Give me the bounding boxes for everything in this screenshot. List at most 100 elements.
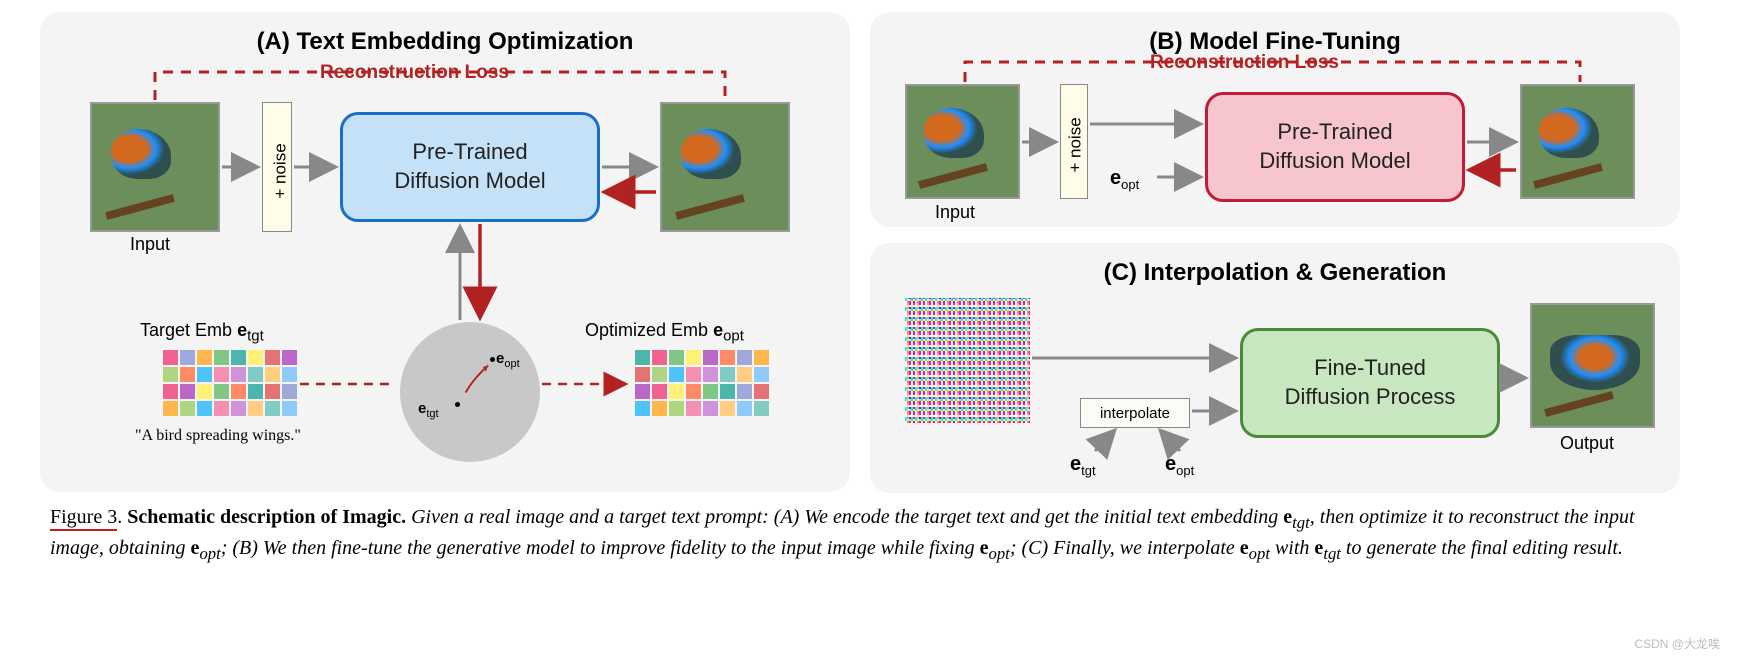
panel-a: (A) Text Embedding Optimization Reconstr… (40, 12, 850, 492)
pretrained-model-b-text: Pre-TrainedDiffusion Model (1259, 118, 1410, 175)
right-column: (B) Model Fine-Tuning Reconstruction Los… (870, 12, 1680, 493)
emb-cell (737, 401, 752, 416)
output-image-a (660, 102, 790, 232)
target-emb-grid (163, 350, 297, 416)
noise-box-b: + noise (1060, 84, 1088, 199)
emb-cell (231, 384, 246, 399)
emb-cell (686, 384, 701, 399)
emb-cell (248, 384, 263, 399)
emb-cell (686, 367, 701, 382)
input-image-a (90, 102, 220, 232)
emb-cell (669, 367, 684, 382)
emb-cell (686, 350, 701, 365)
emb-cell (197, 401, 212, 416)
panel-c-title: (C) Interpolation & Generation (870, 259, 1680, 287)
emb-cell (214, 384, 229, 399)
interpolate-label: interpolate (1100, 405, 1170, 422)
emb-cell (265, 401, 280, 416)
prompt-example: "A bird spreading wings." (135, 427, 301, 445)
figure-number: Figure 3 (50, 506, 117, 531)
finetuned-model-c: Fine-TunedDiffusion Process (1240, 328, 1500, 438)
finetuned-model-c-text: Fine-TunedDiffusion Process (1285, 354, 1456, 411)
emb-cell (265, 367, 280, 382)
emb-cell (231, 367, 246, 382)
emb-cell (248, 367, 263, 382)
emb-cell (669, 350, 684, 365)
emb-cell (720, 401, 735, 416)
emb-cell (720, 384, 735, 399)
emb-cell (652, 401, 667, 416)
emb-cell (635, 367, 650, 382)
emb-cell (197, 384, 212, 399)
caption-title: Schematic description of Imagic. (127, 506, 406, 528)
emb-cell (197, 367, 212, 382)
emb-cell (163, 350, 178, 365)
optimization-arrow-icon (455, 364, 510, 394)
emb-cell (652, 367, 667, 382)
target-emb-label: Target Emb etgt (140, 320, 264, 345)
optimized-emb-grid (635, 350, 769, 416)
emb-cell (248, 401, 263, 416)
emb-cell (265, 384, 280, 399)
emb-cell (737, 350, 752, 365)
emb-cell (248, 350, 263, 365)
emb-cell (231, 401, 246, 416)
noise-label-a: + noise (271, 143, 291, 198)
interpolate-box: interpolate (1080, 398, 1190, 428)
emb-cell (703, 401, 718, 416)
output-image-c (1530, 303, 1655, 428)
emb-cell (635, 401, 650, 416)
output-image-b (1520, 84, 1635, 199)
optimized-emb-label: Optimized Emb eopt (585, 320, 744, 345)
recon-loss-label-a: Reconstruction Loss (320, 62, 509, 84)
emb-cell (180, 401, 195, 416)
diagram-row: (A) Text Embedding Optimization Reconstr… (40, 12, 1698, 493)
pretrained-model-a-text: Pre-TrainedDiffusion Model (394, 138, 545, 195)
emb-cell (231, 350, 246, 365)
eopt-dot (490, 357, 495, 362)
emb-cell (163, 367, 178, 382)
emb-cell (163, 384, 178, 399)
embedding-space-circle: etgt eopt (400, 322, 540, 462)
emb-cell (635, 350, 650, 365)
noise-label-b: + noise (1066, 117, 1086, 172)
emb-cell (754, 350, 769, 365)
emb-cell (669, 401, 684, 416)
panel-b: (B) Model Fine-Tuning Reconstruction Los… (870, 12, 1680, 227)
output-label-c: Output (1560, 433, 1614, 454)
emb-cell (214, 367, 229, 382)
noise-input-c (905, 298, 1030, 423)
emb-cell (282, 367, 297, 382)
emb-cell (737, 367, 752, 382)
emb-cell (214, 401, 229, 416)
watermark: CSDN @大龙唉 (1634, 635, 1720, 652)
etgt-input-c: etgt (1070, 453, 1096, 478)
pretrained-model-b: Pre-TrainedDiffusion Model (1205, 92, 1465, 202)
emb-cell (703, 367, 718, 382)
emb-cell (282, 401, 297, 416)
emb-cell (754, 384, 769, 399)
input-label-a: Input (130, 234, 170, 255)
noise-box-a: + noise (262, 102, 292, 232)
eopt-input-b: eopt (1110, 167, 1139, 192)
figure-caption: Figure 3. Schematic description of Imagi… (40, 503, 1698, 566)
emb-cell (652, 350, 667, 365)
emb-cell (669, 384, 684, 399)
emb-cell (180, 384, 195, 399)
emb-cell (720, 350, 735, 365)
emb-cell (214, 350, 229, 365)
emb-cell (282, 350, 297, 365)
emb-cell (754, 367, 769, 382)
panel-a-title: (A) Text Embedding Optimization (40, 28, 850, 56)
emb-cell (197, 350, 212, 365)
emb-cell (652, 384, 667, 399)
input-image-b (905, 84, 1020, 199)
emb-cell (180, 350, 195, 365)
emb-cell (703, 350, 718, 365)
emb-cell (703, 384, 718, 399)
emb-cell (163, 401, 178, 416)
emb-cell (720, 367, 735, 382)
emb-cell (180, 367, 195, 382)
etgt-dot (455, 402, 460, 407)
input-label-b: Input (935, 202, 975, 223)
